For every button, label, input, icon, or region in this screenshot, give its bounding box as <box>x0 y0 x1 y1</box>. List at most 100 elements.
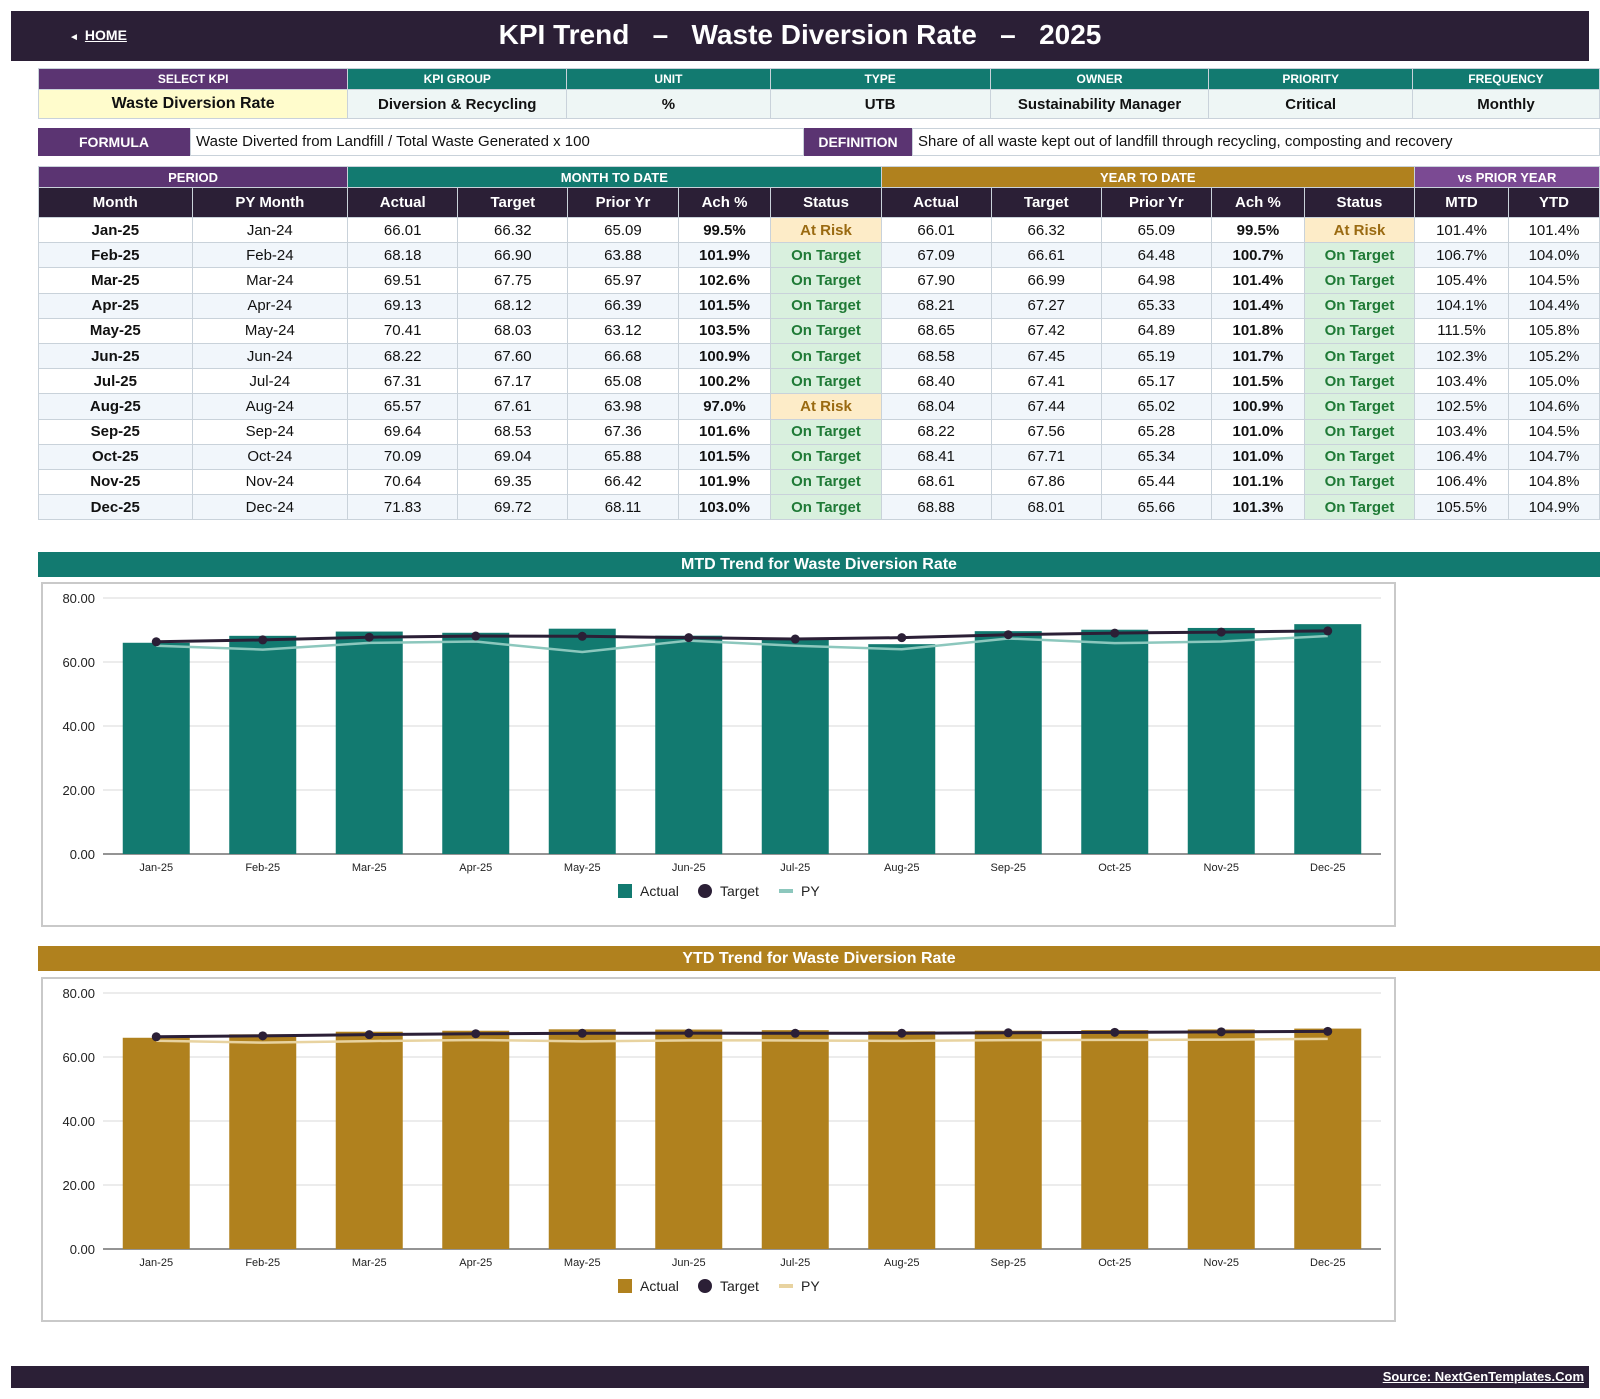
table-cell: 101.9% <box>677 468 772 496</box>
priority-value: Critical <box>1208 89 1413 119</box>
status-badge: On Target <box>1303 468 1416 496</box>
table-cell: May-25 <box>38 317 193 344</box>
x-tick-label: Jul-25 <box>780 1257 810 1269</box>
status-badge: On Target <box>770 418 882 445</box>
y-tick-label: 0.00 <box>70 1242 95 1257</box>
table-cell: 67.31 <box>347 368 459 395</box>
table-cell: 99.5% <box>1210 216 1305 244</box>
bar-actual <box>1187 627 1255 854</box>
target-point <box>790 1028 800 1038</box>
page-title: KPI Trend – Waste Diversion Rate – 2025 <box>498 19 1102 50</box>
table-cell: 67.71 <box>990 443 1102 470</box>
table-cell: Sep-24 <box>191 418 349 445</box>
table-cell: Oct-25 <box>38 443 193 470</box>
table-cell: 68.22 <box>880 418 992 445</box>
table-cell: 69.64 <box>347 418 459 445</box>
type-value: UTB <box>769 89 991 119</box>
table-row: Oct-25 Oct-24 70.09 69.04 65.88 101.5% On Targ… <box>38 443 1600 470</box>
legend-py-label: PY <box>801 883 820 899</box>
x-tick-label: Aug-25 <box>884 862 919 874</box>
kpi-select-dropdown[interactable]: Waste Diversion Rate <box>37 89 349 119</box>
table-cell: 63.88 <box>567 242 679 269</box>
bar-actual <box>655 635 723 854</box>
table-cell: 65.09 <box>567 216 679 244</box>
y-tick-label: 40.00 <box>62 719 95 734</box>
bar-actual <box>868 1031 936 1249</box>
status-badge: On Target <box>770 342 882 370</box>
table-cell: 106.4% <box>1414 468 1509 496</box>
x-tick-label: Feb-25 <box>245 862 280 874</box>
y-tick-label: 80.00 <box>62 986 95 1001</box>
table-cell: 65.33 <box>1100 292 1212 319</box>
table-cell: 65.44 <box>1100 468 1212 496</box>
target-point <box>151 1032 161 1042</box>
table-cell: 68.22 <box>347 342 459 370</box>
bar-actual <box>442 1030 510 1249</box>
table-cell: 100.7% <box>1210 242 1305 269</box>
table-cell: 65.97 <box>567 267 679 294</box>
home-link[interactable]: ◄ HOME <box>69 27 127 43</box>
source-link[interactable]: Source: NextGenTemplates.Com <box>1382 1369 1584 1384</box>
table-cell: 103.0% <box>677 494 772 521</box>
table-cell: 68.41 <box>880 443 992 470</box>
table-row: Sep-25 Sep-24 69.64 68.53 67.36 101.6% On Targ… <box>38 418 1600 445</box>
table-cell: 99.5% <box>677 216 772 244</box>
column-header: Actual <box>880 187 992 218</box>
target-point <box>471 1029 481 1039</box>
table-cell: Nov-24 <box>191 468 349 496</box>
target-point <box>471 631 481 641</box>
column-header: Actual <box>347 187 459 218</box>
status-badge: On Target <box>770 267 882 294</box>
table-cell: 102.5% <box>1414 393 1509 420</box>
table-cell: 68.21 <box>880 292 992 319</box>
table-cell: Jan-24 <box>191 216 349 244</box>
status-badge: On Target <box>1303 242 1416 269</box>
status-badge: At Risk <box>770 216 882 244</box>
y-tick-label: 80.00 <box>62 591 95 606</box>
table-cell: 67.60 <box>457 342 569 370</box>
x-tick-label: Jul-25 <box>780 862 810 874</box>
table-cell: 67.86 <box>990 468 1102 496</box>
table-cell: 70.41 <box>347 317 459 344</box>
target-point <box>1323 1026 1333 1036</box>
definition-value: Share of all waste kept out of landfill … <box>912 128 1600 156</box>
bar-actual <box>761 638 829 854</box>
target-point <box>1003 630 1013 640</box>
ytd-trend-chart: 80.00 60.00 40.00 20.00 0.00 Jan-25 Feb-25 Mar-… <box>62 986 1381 1294</box>
unit-header: UNIT <box>566 68 771 90</box>
table-cell: 67.56 <box>990 418 1102 445</box>
legend-target-label: Target <box>720 1278 759 1294</box>
table-cell: 97.0% <box>677 393 772 420</box>
table-cell: May-24 <box>191 317 349 344</box>
table-cell: 103.4% <box>1414 368 1509 395</box>
table-row: Feb-25 Feb-24 68.18 66.90 63.88 101.9% On Targ… <box>38 242 1600 269</box>
table-cell: 104.4% <box>1508 292 1600 319</box>
target-point <box>684 1028 694 1038</box>
x-tick-label: Dec-25 <box>1310 1257 1345 1269</box>
table-cell: 66.01 <box>347 216 459 244</box>
status-badge: On Target <box>770 443 882 470</box>
column-header-row: Month PY Month Actual Target Prior Yr Ach % St… <box>38 187 1600 218</box>
table-cell: Dec-24 <box>191 494 349 521</box>
target-point <box>1323 626 1333 636</box>
table-cell: 68.01 <box>990 494 1102 521</box>
table-cell: Feb-25 <box>38 242 193 269</box>
table-cell: 65.02 <box>1100 393 1212 420</box>
table-cell: Jun-25 <box>38 342 193 370</box>
target-point <box>1216 627 1226 637</box>
table-cell: 64.98 <box>1100 267 1212 294</box>
table-cell: 63.98 <box>567 393 679 420</box>
table-cell: 67.45 <box>990 342 1102 370</box>
table-cell: 101.5% <box>677 292 772 319</box>
column-header: Month <box>38 187 193 218</box>
table-cell: 105.5% <box>1414 494 1509 521</box>
table-row: Dec-25 Dec-24 71.83 69.72 68.11 103.0% On Targ… <box>38 494 1600 521</box>
status-badge: On Target <box>1303 418 1416 445</box>
table-cell: 68.03 <box>457 317 569 344</box>
footer-bar: Source: NextGenTemplates.Com <box>11 1366 1589 1388</box>
x-tick-label: Dec-25 <box>1310 862 1345 874</box>
home-label: HOME <box>84 27 127 43</box>
table-cell: 101.8% <box>1210 317 1305 344</box>
target-point <box>790 634 800 644</box>
ytd-group-header: YEAR TO DATE <box>880 166 1416 188</box>
